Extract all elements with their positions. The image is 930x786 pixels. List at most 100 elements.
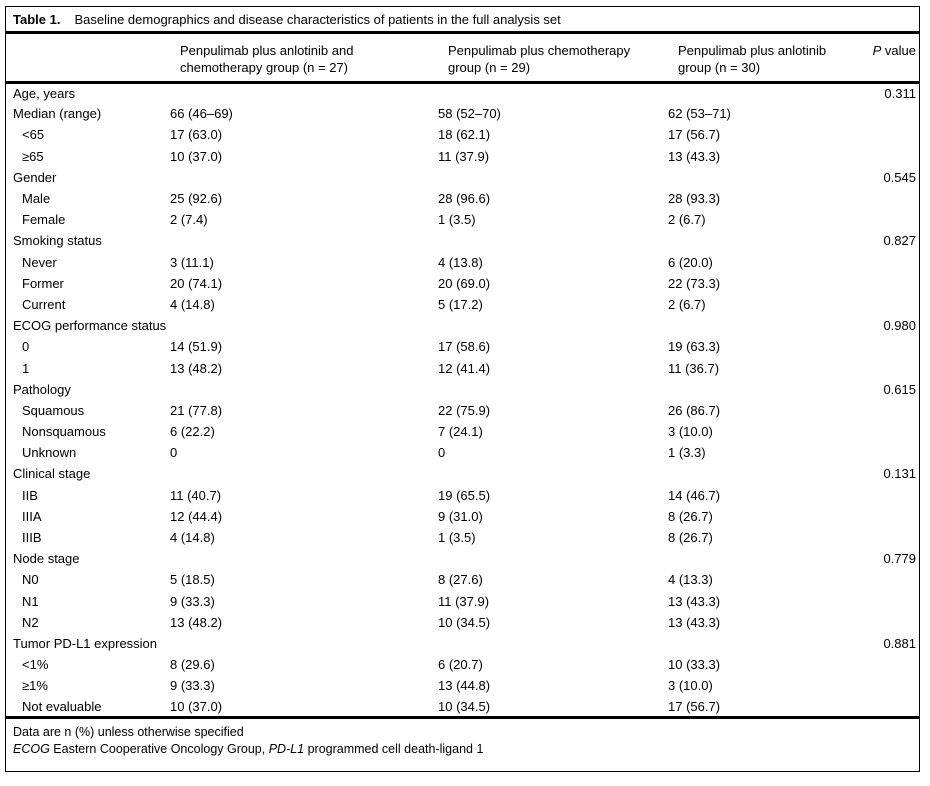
- cell-group3: 1 (3.3): [668, 445, 706, 461]
- row-label: 1: [22, 360, 30, 376]
- cell-p-value: [863, 103, 919, 124]
- table-row: Female 2 (7.4) 1 (3.5) 2 (6.7): [6, 209, 919, 230]
- cell-p-value: [863, 188, 919, 209]
- table-row: IIIA 12 (44.4) 9 (31.0) 8 (26.7): [6, 506, 919, 527]
- cell-group2: [438, 315, 668, 336]
- cell-p-value: [863, 696, 919, 717]
- cell-group1: [170, 315, 438, 336]
- cell-p-value: [863, 527, 919, 548]
- cell-group2: [438, 633, 668, 654]
- row-label: <1%: [22, 657, 49, 673]
- cell-group3: [668, 167, 863, 188]
- cell-p-value: 0.545: [883, 169, 916, 185]
- cell-group2: 4 (13.8): [438, 254, 483, 270]
- cell-group2: 17 (58.6): [438, 339, 491, 355]
- cell-group3: 14 (46.7): [668, 487, 721, 503]
- table-row: Median (range) 66 (46–69) 58 (52–70) 62 …: [6, 103, 919, 124]
- cell-p-value: 0.881: [883, 635, 916, 651]
- table-1-container: Table 1. Baseline demographics and disea…: [5, 6, 920, 772]
- cell-group2: 18 (62.1): [438, 127, 491, 143]
- table-row: Never 3 (11.1) 4 (13.8) 6 (20.0): [6, 252, 919, 273]
- row-label: N2: [22, 614, 39, 630]
- cell-group3: 3 (10.0): [668, 678, 713, 694]
- cell-group3: [668, 315, 863, 336]
- table-title: Baseline demographics and disease charac…: [74, 11, 561, 27]
- cell-p-value: [863, 442, 919, 463]
- row-label: Unknown: [22, 445, 77, 461]
- cell-group2: [438, 167, 668, 188]
- cell-group1: [170, 463, 438, 484]
- cell-group3: 3 (10.0): [668, 424, 713, 440]
- cell-group3: 2 (6.7): [668, 296, 706, 312]
- cell-group3: 10 (33.3): [668, 657, 721, 673]
- demographics-table: Penpulimab plus anlotinib and chemothera…: [6, 34, 919, 720]
- table-footnotes: Data are n (%) unless otherwise specifie…: [6, 719, 919, 758]
- cell-p-value: 0.131: [883, 466, 916, 482]
- cell-group2: [438, 463, 668, 484]
- table-row: <1% 8 (29.6) 6 (20.7) 10 (33.3): [6, 654, 919, 675]
- table-row: Age, years 0.311: [6, 82, 919, 103]
- cell-group2: [438, 379, 668, 400]
- cell-group1: 10 (37.0): [170, 698, 223, 714]
- cell-p-value: [863, 357, 919, 378]
- cell-p-value: [863, 675, 919, 696]
- cell-group2: 0: [438, 445, 446, 461]
- cell-group3: 2 (6.7): [668, 212, 706, 228]
- row-label: N0: [22, 572, 39, 588]
- cell-group3: 26 (86.7): [668, 402, 721, 418]
- cell-p-value: [863, 612, 919, 633]
- cell-group1: 4 (14.8): [170, 296, 215, 312]
- cell-group1: 11 (40.7): [170, 487, 222, 503]
- row-label: ≥1%: [22, 678, 48, 694]
- cell-group1: 8 (29.6): [170, 657, 215, 673]
- cell-group2: 11 (37.9): [438, 593, 490, 609]
- table-row: IIB 11 (40.7) 19 (65.5) 14 (46.7): [6, 485, 919, 506]
- cell-group3: [668, 548, 863, 569]
- table-header-row: Penpulimab plus anlotinib and chemothera…: [6, 34, 919, 84]
- table-row: N2 13 (48.2) 10 (34.5) 13 (43.3): [6, 612, 919, 633]
- table-body: Age, years 0.311 Median (range) 66 (46–6…: [6, 82, 919, 718]
- cell-group1: 14 (51.9): [170, 339, 223, 355]
- table-row: Tumor PD-L1 expression 0.881: [6, 633, 919, 654]
- cell-group2: [438, 548, 668, 569]
- table-title-bar: Table 1. Baseline demographics and disea…: [6, 7, 919, 34]
- table-row: Pathology 0.615: [6, 379, 919, 400]
- cell-group2: 8 (27.6): [438, 572, 483, 588]
- cell-p-value: [863, 485, 919, 506]
- table-row: Gender 0.545: [6, 167, 919, 188]
- table-row: Smoking status 0.827: [6, 230, 919, 251]
- cell-p-value: [863, 506, 919, 527]
- cell-group3: 62 (53–71): [668, 106, 731, 122]
- cell-group1: 13 (48.2): [170, 614, 223, 630]
- cell-group3: 17 (56.7): [668, 698, 721, 714]
- table-row: <65 17 (63.0) 18 (62.1) 17 (56.7): [6, 124, 919, 145]
- row-label: Tumor PD-L1 expression: [13, 635, 158, 651]
- cell-group3: 6 (20.0): [668, 254, 713, 270]
- cell-group1: 17 (63.0): [170, 127, 223, 143]
- table-row: 1 13 (48.2) 12 (41.4) 11 (36.7): [6, 357, 919, 378]
- cell-group3: 22 (73.3): [668, 275, 721, 291]
- cell-group2: [438, 82, 668, 103]
- cell-group2: [438, 230, 668, 251]
- cell-group1: 10 (37.0): [170, 148, 223, 164]
- cell-group1: 9 (33.3): [170, 593, 215, 609]
- cell-group1: 25 (92.6): [170, 191, 223, 207]
- cell-p-value: [863, 124, 919, 145]
- cell-p-value: [863, 273, 919, 294]
- cell-group2: 7 (24.1): [438, 424, 483, 440]
- cell-p-value: [863, 294, 919, 315]
- cell-p-value: [863, 252, 919, 273]
- cell-p-value: [863, 400, 919, 421]
- cell-group2: 1 (3.5): [438, 530, 476, 546]
- column-header-group1: Penpulimab plus anlotinib and chemothera…: [170, 34, 438, 84]
- row-label: <65: [22, 127, 45, 143]
- cell-group1: 5 (18.5): [170, 572, 215, 588]
- cell-group3: 8 (26.7): [668, 508, 713, 524]
- cell-group1: 2 (7.4): [170, 212, 208, 228]
- table-row: 0 14 (51.9) 17 (58.6) 19 (63.3): [6, 336, 919, 357]
- cell-group1: [170, 82, 438, 103]
- cell-p-value: [863, 209, 919, 230]
- cell-group1: 66 (46–69): [170, 106, 233, 122]
- table-row: Male 25 (92.6) 28 (96.6) 28 (93.3): [6, 188, 919, 209]
- row-label: Squamous: [22, 402, 85, 418]
